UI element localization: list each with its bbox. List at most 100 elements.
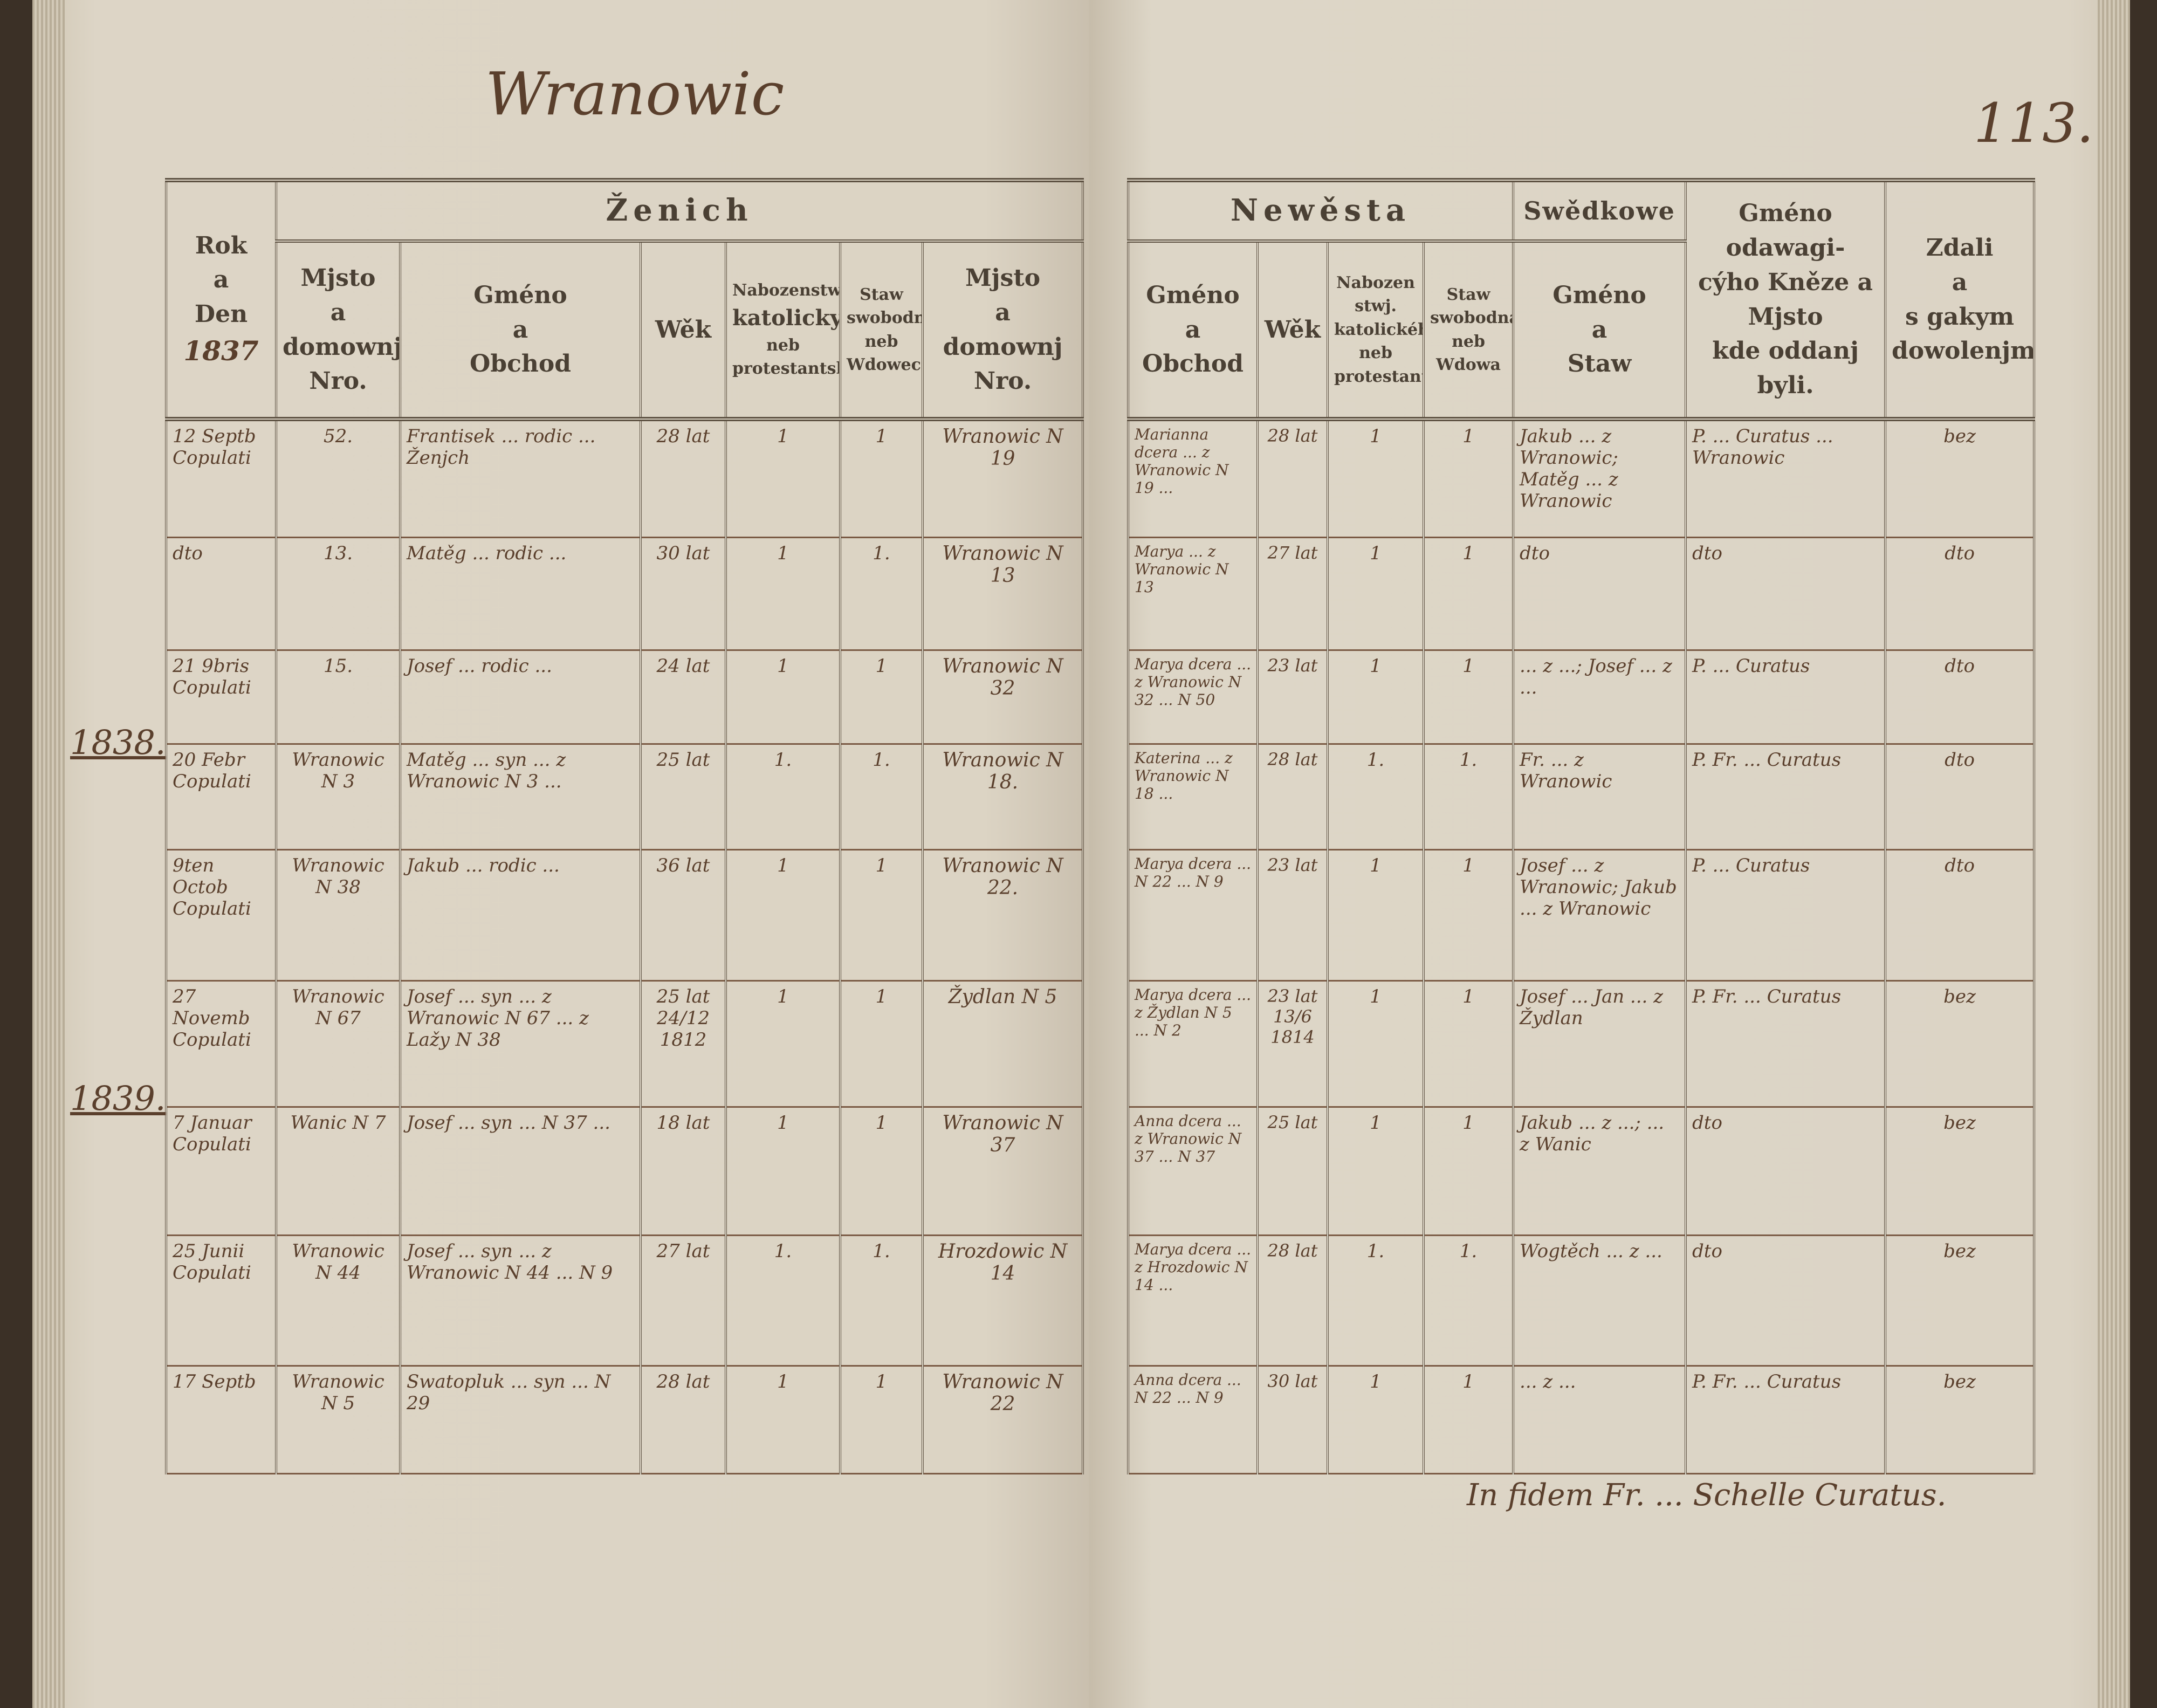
- header-gmeno: Gméno a Obchod: [399, 241, 642, 421]
- age-cell: 28 lat: [640, 1366, 727, 1474]
- religion-cell: 1.: [1327, 1235, 1425, 1367]
- religion-cell: 1: [1327, 980, 1425, 1108]
- status-cell: 1.: [839, 1235, 924, 1367]
- priest-cell: P. Fr. ... Curatus: [1685, 1366, 1887, 1474]
- religion-cell: 1: [725, 1107, 841, 1236]
- permit-cell: dto: [1884, 537, 2036, 651]
- status-cell: 1: [1422, 419, 1515, 538]
- priest-cell: P. Fr. ... Curatus: [1685, 744, 1887, 850]
- table-row: 27 Novemb Copulati Wranowic N 67 Josef ...…: [165, 980, 1084, 1108]
- header-zenich: Ženich: [274, 180, 1084, 243]
- header-newesta: Newěsta: [1126, 180, 1515, 243]
- status-cell: 1.: [1422, 744, 1515, 850]
- permit-cell: bez: [1884, 1366, 2036, 1474]
- name-cell: Matěg ... syn ... z Wranowic N 3 ...: [399, 744, 642, 850]
- priest-cell: P. ... Curatus: [1685, 650, 1887, 745]
- header-staw: StawswobodnynebWdowec: [839, 241, 924, 421]
- permit-cell: dto: [1884, 849, 2036, 982]
- priest-cell: P. ... Curatus ... Wranowic: [1685, 419, 1887, 538]
- residence-cell: Wranowic N 19: [921, 419, 1084, 538]
- status-cell: 1: [1422, 537, 1515, 651]
- house-cell: Wranowic N 5: [275, 1366, 401, 1474]
- right-page: 113. Newěsta Swědkowe Gméno odawagi-cýho…: [1089, 0, 2130, 1708]
- age-cell: 23 lat: [1256, 650, 1329, 745]
- house-cell: Wranowic N 38: [275, 849, 401, 982]
- table-row: Marya ... z Wranowic N 13 27 lat 1 1 dto dto…: [1127, 537, 2036, 651]
- age-cell: 28 lat: [640, 419, 727, 538]
- age-cell: 23 lat 13/6 1814: [1256, 980, 1329, 1108]
- bride-name-cell: Marya dcera ... z Žydlan N 5 ... N 2: [1127, 980, 1259, 1108]
- table-row: 25 Junii Copulati Wranowic N 44 Josef ... …: [165, 1235, 1084, 1367]
- header-nabozenstwi: Nabozenstwjkatolickynebprotestantsky: [725, 241, 841, 421]
- religion-cell: 1: [725, 537, 841, 651]
- house-cell: Wranowic N 44: [275, 1235, 401, 1367]
- status-cell: 1: [1422, 980, 1515, 1108]
- year-label: 1839.: [70, 1079, 166, 1118]
- signature: In fidem Fr. ... Schelle Curatus.: [1467, 1478, 1947, 1513]
- religion-cell: 1: [1327, 1366, 1425, 1474]
- religion-cell: 1.: [725, 1235, 841, 1367]
- witness-cell: Jakub ... z Wranowic; Matěg ... z Wranow…: [1512, 419, 1687, 538]
- religion-cell: 1.: [1327, 744, 1425, 850]
- place-title: Wranowic: [485, 59, 785, 128]
- witness-cell: Jakub ... z ...; ... z Wanic: [1512, 1107, 1687, 1236]
- age-cell: 27 lat: [1256, 537, 1329, 651]
- religion-cell: 1: [725, 419, 841, 538]
- bride-name-cell: Marya ... z Wranowic N 13: [1127, 537, 1259, 651]
- bride-name-cell: Katerina ... z Wranowic N 18 ...: [1127, 744, 1259, 850]
- name-cell: Jakub ... rodic ...: [399, 849, 642, 982]
- date-cell: dto: [165, 537, 277, 651]
- permit-cell: bez: [1884, 980, 2036, 1108]
- date-cell: 21 9bris Copulati: [165, 650, 277, 745]
- permit-cell: dto: [1884, 744, 2036, 850]
- name-cell: Josef ... syn ... z Wranowic N 44 ... N …: [399, 1235, 642, 1367]
- house-cell: 15.: [275, 650, 401, 745]
- residence-cell: Žydlan N 5: [921, 980, 1084, 1108]
- bride-name-cell: Marya dcera ... z Wranowic N 32 ... N 50: [1127, 650, 1259, 745]
- table-row: Marya dcera ... z Žydlan N 5 ... N 2 23 l…: [1127, 980, 2036, 1108]
- page-edge: [2098, 0, 2130, 1708]
- status-cell: 1: [839, 1107, 924, 1236]
- permit-cell: dto: [1884, 650, 2036, 745]
- table-row: Marya dcera ... N 22 ... N 9 23 lat 1 1 Jo…: [1127, 849, 2036, 982]
- header-wek: Wěk: [640, 241, 727, 421]
- bride-name-cell: Marya dcera ... N 22 ... N 9: [1127, 849, 1259, 982]
- bride-name-cell: Marya dcera ... z Hrozdowic N 14 ...: [1127, 1235, 1259, 1367]
- religion-cell: 1: [1327, 537, 1425, 651]
- header-knez: Gméno odawagi-cýho Kněze a Mjsto kde oddan…: [1685, 180, 1887, 421]
- header-swedkowe: Swědkowe: [1512, 180, 1687, 243]
- residence-cell: Hrozdowic N 14: [921, 1235, 1084, 1367]
- witness-cell: Josef ... z Wranowic; Jakub ... z Wranow…: [1512, 849, 1687, 982]
- table-row: Marya dcera ... z Hrozdowic N 14 ... 28 l…: [1127, 1235, 2036, 1367]
- residence-cell: Wranowic N 37: [921, 1107, 1084, 1236]
- header-rok: Rok a Den 1837: [165, 180, 277, 421]
- bride-table: Newěsta Swědkowe Gméno odawagi-cýho Kněz…: [1126, 178, 2036, 1474]
- table-row: dto 13. Matěg ... rodic ... 30 lat 1 1. Wrano…: [165, 537, 1084, 651]
- name-cell: Swatopluk ... syn ... N 29: [399, 1366, 642, 1474]
- header-wek: Wěk: [1256, 241, 1329, 421]
- age-cell: 27 lat: [640, 1235, 727, 1367]
- header-misto-2: Mjsto a domownj Nro.: [921, 241, 1084, 421]
- religion-cell: 1: [1327, 849, 1425, 982]
- age-cell: 28 lat: [1256, 744, 1329, 850]
- religion-cell: 1: [1327, 419, 1425, 538]
- age-cell: 25 lat 24/12 1812: [640, 980, 727, 1108]
- status-cell: 1: [839, 650, 924, 745]
- name-cell: Frantisek ... rodic ... Ženjch: [399, 419, 642, 538]
- name-cell: Matěg ... rodic ...: [399, 537, 642, 651]
- status-cell: 1: [839, 849, 924, 982]
- status-cell: 1: [1422, 849, 1515, 982]
- status-cell: 1.: [839, 744, 924, 850]
- groom-table: Rok a Den 1837 Ženich Mjsto a domownj Nro. Gmé…: [165, 178, 1084, 1474]
- header-zdali: Zdali a s gakym dowolenjm: [1884, 180, 2036, 421]
- page-number: 113.: [1974, 92, 2094, 155]
- page-edge: [32, 0, 65, 1708]
- table-row: Anna dcera ... z Wranowic N 37 ... N 37 2…: [1127, 1107, 2036, 1236]
- religion-cell: 1: [725, 1366, 841, 1474]
- religion-cell: 1: [725, 980, 841, 1108]
- header-misto: Mjsto a domownj Nro.: [275, 241, 401, 421]
- house-cell: Wranowic N 3: [275, 744, 401, 850]
- witness-cell: dto: [1512, 537, 1687, 651]
- age-cell: 28 lat: [1256, 419, 1329, 538]
- age-cell: 23 lat: [1256, 849, 1329, 982]
